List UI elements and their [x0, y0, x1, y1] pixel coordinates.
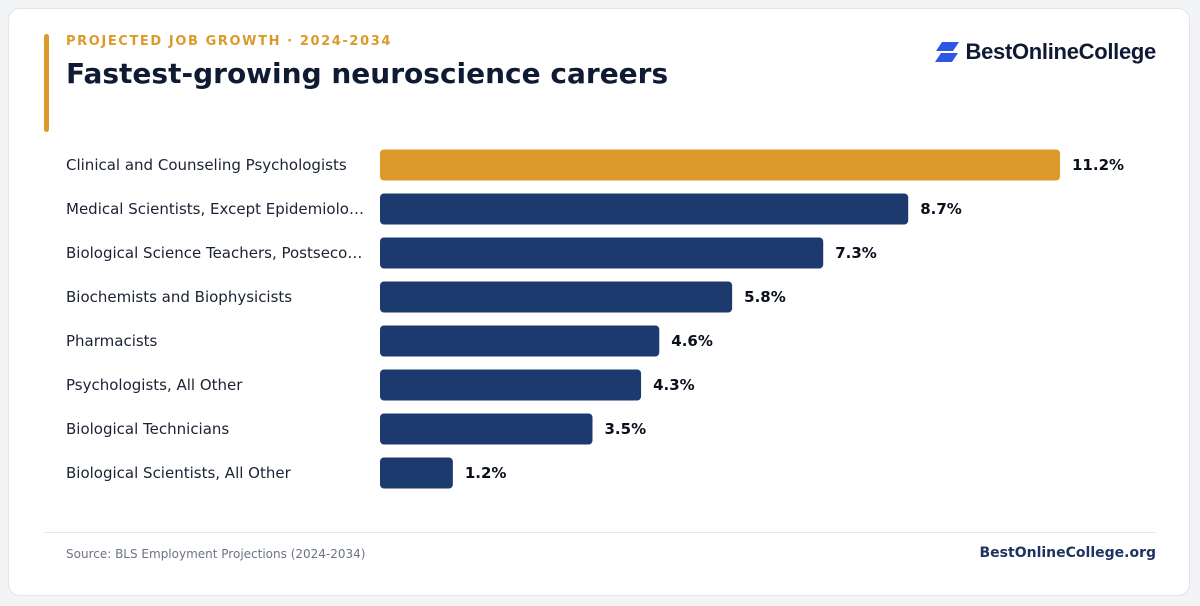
header-accent-bar	[44, 34, 49, 132]
footer-divider	[44, 532, 1156, 533]
stacked-parallelogram-logo-icon	[934, 42, 959, 62]
category-label: Medical Scientists, Except Epidemiolo…	[66, 200, 364, 218]
chart-eyebrow: PROJECTED JOB GROWTH · 2024-2034	[66, 34, 393, 49]
bar[interactable]	[380, 237, 824, 269]
bar[interactable]	[380, 457, 453, 489]
bar[interactable]	[380, 281, 733, 313]
value-label: 3.5%	[605, 420, 647, 438]
category-label: Biological Science Teachers, Postseco…	[66, 244, 362, 262]
chart-title: Fastest-growing neuroscience careers	[66, 57, 669, 90]
source-note: Source: BLS Employment Projections (2024…	[66, 547, 366, 561]
bar[interactable]	[380, 325, 660, 357]
category-label: Biochemists and Biophysicists	[66, 288, 292, 306]
value-label: 1.2%	[465, 464, 507, 482]
category-label: Biological Technicians	[66, 420, 229, 438]
value-label: 4.6%	[671, 332, 713, 350]
brand-logo[interactable]: BestOnlineCollege	[934, 39, 1157, 65]
value-label: 11.2%	[1072, 156, 1124, 174]
bar[interactable]	[380, 413, 593, 445]
value-label: 7.3%	[835, 244, 877, 262]
category-label: Psychologists, All Other	[66, 376, 243, 394]
bar[interactable]	[380, 369, 642, 401]
site-link[interactable]: BestOnlineCollege.org	[979, 545, 1156, 561]
category-label: Clinical and Counseling Psychologists	[66, 156, 347, 174]
value-label: 8.7%	[920, 200, 962, 218]
bar[interactable]	[380, 149, 1060, 181]
brand-logo-text: BestOnlineCollege	[965, 39, 1157, 64]
category-label: Pharmacists	[66, 332, 158, 350]
value-label: 5.8%	[744, 288, 786, 306]
bar[interactable]	[380, 193, 909, 225]
category-label: Biological Scientists, All Other	[66, 464, 292, 482]
value-label: 4.3%	[653, 376, 695, 394]
